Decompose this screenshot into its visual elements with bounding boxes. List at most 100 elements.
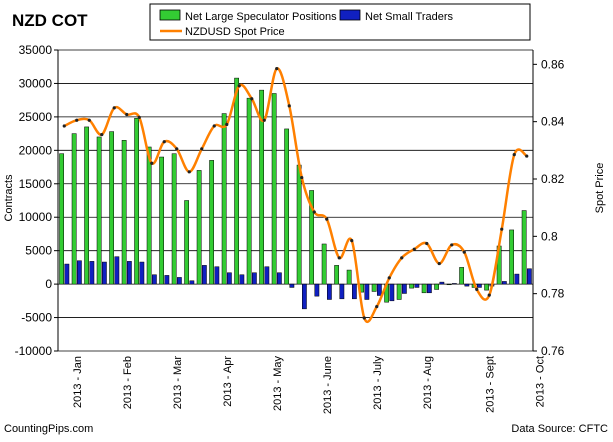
speculator-bar bbox=[509, 229, 514, 285]
x-axis-label: 2013 - Aug bbox=[422, 356, 434, 409]
small-trader-bar bbox=[264, 266, 270, 285]
left-tick-label: -5000 bbox=[21, 311, 52, 325]
spot-price-point bbox=[287, 104, 291, 108]
spot-price-point bbox=[350, 239, 354, 243]
small-trader-bar bbox=[77, 260, 82, 285]
small-trader-bar bbox=[352, 283, 357, 300]
left-tick-label: 5000 bbox=[25, 244, 52, 258]
small-trader-bar bbox=[377, 283, 382, 296]
speculator-bar bbox=[346, 269, 352, 285]
small-trader-bar bbox=[339, 283, 345, 300]
spot-price-point bbox=[387, 276, 391, 280]
speculator-bar bbox=[521, 210, 527, 285]
small-trader-bar bbox=[514, 273, 520, 285]
left-tick-label: -10000 bbox=[15, 344, 53, 358]
small-trader-bar bbox=[439, 281, 445, 285]
small-trader-bar bbox=[527, 268, 532, 285]
footer-source-left: CountingPips.com bbox=[4, 423, 93, 435]
spot-price-point bbox=[450, 243, 454, 247]
x-axis-label: 2013 - Feb bbox=[122, 356, 134, 409]
left-tick-label: 15000 bbox=[19, 177, 53, 191]
speculator-bar bbox=[71, 133, 77, 285]
small-trader-bar bbox=[214, 266, 220, 285]
spot-price-point bbox=[262, 118, 266, 122]
speculator-bar bbox=[159, 156, 164, 285]
spot-price-point bbox=[300, 175, 304, 180]
speculator-bar bbox=[221, 113, 227, 285]
x-axis-label: 2013 - June bbox=[322, 356, 334, 414]
bar-series bbox=[59, 77, 532, 310]
x-axis-label: 2013 - Jan bbox=[72, 356, 84, 408]
spot-price-point bbox=[137, 115, 141, 119]
spot-price-point bbox=[400, 256, 404, 260]
speculator-bar bbox=[409, 283, 414, 289]
spot-line bbox=[62, 67, 529, 324]
grid-lines bbox=[58, 49, 533, 352]
speculator-bar bbox=[84, 126, 89, 285]
right-tick-label: 0.86 bbox=[541, 57, 565, 71]
speculator-bar bbox=[321, 243, 327, 285]
spot-price-point bbox=[200, 147, 204, 151]
small-trader-bar bbox=[314, 283, 320, 297]
spot-price-point bbox=[412, 247, 416, 251]
spot-price-point bbox=[187, 170, 191, 174]
legend-swatch-speculators bbox=[159, 9, 181, 21]
axes bbox=[57, 50, 534, 351]
small-trader-bar bbox=[239, 274, 245, 285]
small-trader-bar bbox=[64, 263, 70, 285]
speculator-bar bbox=[259, 89, 264, 285]
speculator-bar bbox=[484, 283, 489, 291]
spot-price-point bbox=[437, 261, 441, 266]
small-trader-bar bbox=[452, 283, 457, 285]
speculator-bar bbox=[371, 283, 377, 292]
small-trader-bar bbox=[427, 283, 432, 294]
small-trader-bar bbox=[189, 280, 195, 285]
small-trader-bar bbox=[202, 265, 207, 285]
left-tick-label: 0 bbox=[45, 277, 52, 291]
right-tick-label: 0.82 bbox=[541, 172, 565, 186]
footer-source-right: Data Source: CFTC bbox=[511, 423, 608, 435]
small-trader-bar bbox=[277, 272, 282, 285]
speculator-bar bbox=[296, 164, 302, 285]
right-axis-ticks: 0.76 0.78 0.8 0.82 0.84 0.86 bbox=[533, 57, 565, 358]
small-trader-bar bbox=[127, 261, 132, 285]
spot-price-point bbox=[175, 147, 179, 151]
spot-price-point bbox=[275, 67, 279, 71]
spot-price-point bbox=[462, 250, 466, 254]
small-trader-bar bbox=[402, 283, 407, 294]
spot-price-point bbox=[75, 118, 79, 122]
right-tick-label: 0.84 bbox=[541, 115, 565, 129]
left-tick-label: 35000 bbox=[19, 43, 53, 57]
speculator-bar bbox=[134, 117, 139, 285]
spot-price-point bbox=[362, 316, 366, 320]
legend: Net Large Speculator Positions Net Small… bbox=[149, 3, 531, 41]
small-trader-bar bbox=[114, 256, 120, 285]
speculator-bar bbox=[96, 136, 102, 285]
speculator-bar bbox=[396, 283, 402, 300]
small-trader-bar bbox=[152, 274, 157, 285]
chart-title: NZD COT bbox=[12, 11, 88, 30]
small-trader-bar bbox=[164, 275, 170, 285]
left-axis-title: Contracts bbox=[3, 174, 15, 222]
x-axis-label: 2013 - Mar bbox=[172, 356, 184, 410]
right-tick-label: 0.78 bbox=[541, 287, 565, 301]
small-trader-bar bbox=[502, 281, 507, 285]
right-tick-label: 0.8 bbox=[541, 229, 558, 243]
small-trader-bar bbox=[389, 283, 395, 302]
spot-price-point bbox=[237, 84, 241, 88]
small-trader-bar bbox=[139, 261, 145, 285]
spot-price-point bbox=[487, 293, 491, 297]
speculator-bar bbox=[459, 267, 464, 285]
small-trader-bar bbox=[302, 283, 307, 310]
speculator-bar bbox=[121, 140, 127, 285]
spot-price-point bbox=[225, 122, 229, 127]
spot-price-point bbox=[150, 161, 154, 165]
spot-price-point bbox=[500, 227, 504, 231]
speculator-bar bbox=[421, 283, 427, 294]
spot-price-point bbox=[312, 210, 316, 214]
small-trader-bar bbox=[464, 283, 470, 287]
speculator-bar bbox=[234, 77, 239, 285]
speculator-bar bbox=[146, 146, 152, 285]
spot-price-point bbox=[212, 124, 216, 128]
spot-price-point bbox=[525, 154, 529, 158]
